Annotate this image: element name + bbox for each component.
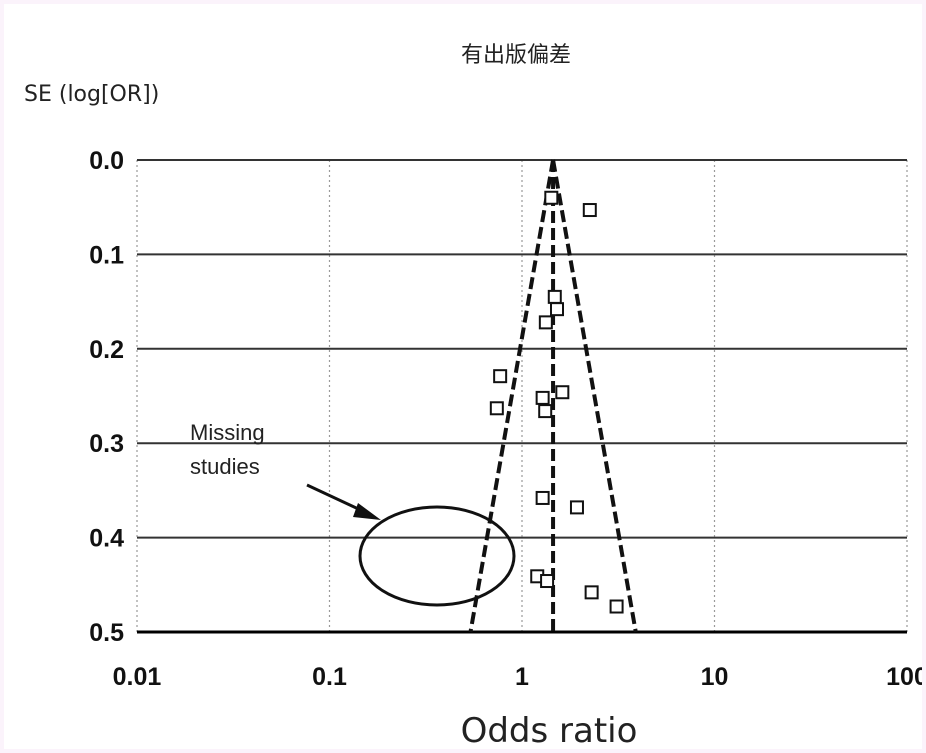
chart-frame: 有出版偏差 SE (log[OR]) Odds ratio 0.01 0.1 1 10…	[4, 4, 922, 749]
missing-studies-ellipse	[358, 505, 516, 607]
x-tick-label: 1	[515, 663, 529, 691]
study-point	[493, 369, 508, 384]
points-layer	[489, 190, 624, 614]
funnel-layer	[468, 159, 638, 633]
y-tick-label: 0.5	[89, 619, 124, 647]
y-tick-label: 0.1	[89, 241, 124, 269]
study-point	[569, 500, 584, 515]
study-point	[535, 390, 550, 405]
study-point	[538, 404, 553, 419]
x-tick-label: 0.01	[113, 663, 162, 691]
study-point	[555, 385, 570, 400]
funnel-right-limit	[551, 159, 638, 633]
missing-studies-annotation: Missing studies	[190, 420, 516, 607]
study-point	[550, 302, 565, 317]
y-tick-label: 0.3	[89, 430, 124, 458]
study-point	[540, 574, 555, 589]
study-point	[538, 315, 553, 330]
chart-title: 有出版偏差	[461, 43, 571, 68]
x-axis-title: Odds ratio	[461, 711, 638, 749]
study-point	[489, 401, 504, 416]
x-tick-label: 0.1	[312, 663, 347, 691]
study-point	[544, 190, 559, 205]
x-tick-label: 10	[701, 663, 729, 691]
funnel-plot: 有出版偏差 SE (log[OR]) Odds ratio 0.01 0.1 1 10…	[24, 43, 922, 749]
annotation-line-2: studies	[190, 454, 260, 479]
annotation-arrow-head	[353, 503, 381, 520]
y-tick-label: 0.0	[89, 147, 124, 175]
ticks-layer: 0.01 0.1 1 10 100 0.0 0.1 0.2 0.3 0.4 0.5	[89, 147, 922, 691]
study-point	[547, 289, 562, 304]
x-tick-label: 100	[886, 663, 922, 691]
y-tick-label: 0.4	[89, 525, 124, 553]
study-point	[582, 203, 597, 218]
y-tick-label: 0.2	[89, 336, 124, 364]
funnel-left-limit	[468, 159, 556, 633]
study-point	[535, 490, 550, 505]
study-point	[584, 585, 599, 600]
annotation-line-1: Missing	[190, 420, 265, 445]
grid-layer	[136, 159, 908, 634]
y-axis-title: SE (log[OR])	[24, 82, 159, 107]
study-point	[609, 599, 624, 614]
